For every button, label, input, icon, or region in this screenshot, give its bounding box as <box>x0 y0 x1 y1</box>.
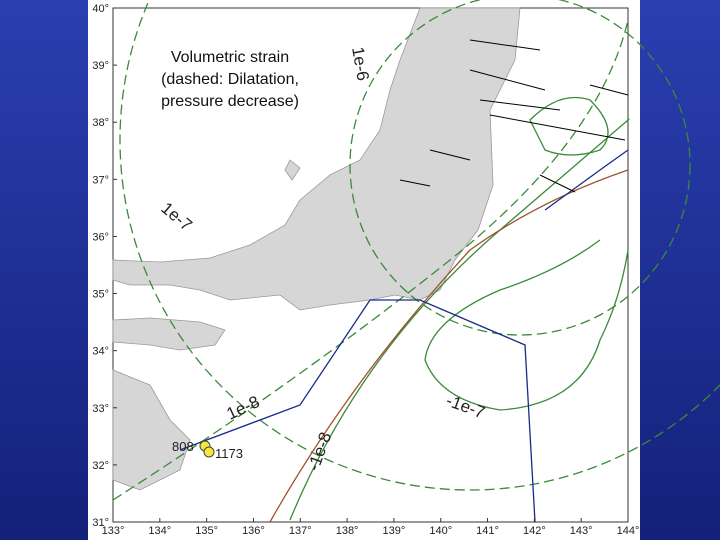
site-label: 808 <box>172 439 194 454</box>
x-tick-label: 144° <box>617 525 640 537</box>
x-tick-label: 135° <box>195 525 218 537</box>
title-line: Volumetric strain <box>171 49 289 66</box>
x-tick-label: 134° <box>148 525 171 537</box>
site-label: 1173 <box>215 446 243 461</box>
y-tick-label: 38° <box>92 117 109 129</box>
y-tick-label: 37° <box>92 174 109 186</box>
y-tick-label: 40° <box>92 3 109 15</box>
x-tick-label: 141° <box>476 525 499 537</box>
x-tick-label: 143° <box>570 525 593 537</box>
x-tick-label: 142° <box>523 525 546 537</box>
x-tick-label: 136° <box>242 525 265 537</box>
land <box>112 7 521 491</box>
y-tick-label: 35° <box>92 289 109 301</box>
x-tick-label: 133° <box>102 525 125 537</box>
site-markers <box>199 440 215 458</box>
y-tick-label: 33° <box>92 403 109 415</box>
y-tick-label: 31° <box>92 517 109 529</box>
title-line: pressure decrease) <box>161 93 299 110</box>
y-tick-label: 32° <box>92 460 109 472</box>
x-tick-label: 137° <box>289 525 312 537</box>
y-tick-label: 36° <box>92 231 109 243</box>
x-tick-label: 139° <box>383 525 406 537</box>
y-tick-label: 39° <box>92 60 109 72</box>
title-line: (dashed: Dilatation, <box>161 71 299 88</box>
contours <box>112 0 720 523</box>
x-tick-label: 140° <box>429 525 452 537</box>
displacement-arrows <box>399 39 629 193</box>
x-tick-label: 138° <box>336 525 359 537</box>
y-tick-label: 34° <box>92 346 109 358</box>
